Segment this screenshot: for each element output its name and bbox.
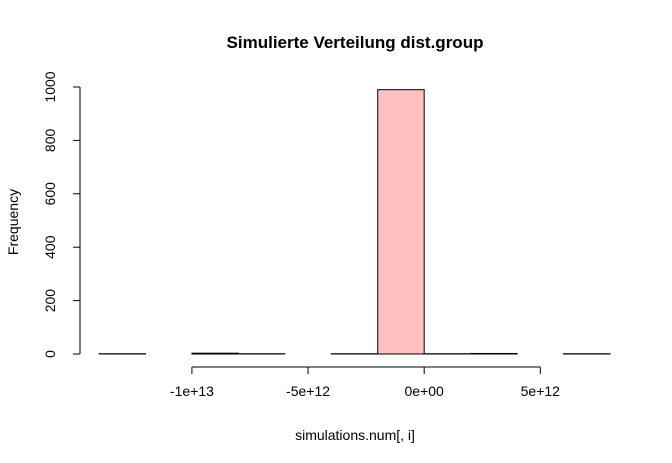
y-tick-label: 800: [42, 129, 58, 153]
x-tick-label: -5e+12: [286, 383, 330, 399]
y-tick-label: 600: [42, 182, 58, 206]
histogram-bar: [191, 352, 239, 355]
y-tick-label: 200: [42, 289, 58, 313]
x-tick-label: 0e+00: [405, 383, 445, 399]
x-axis-label: simulations.num[, i]: [295, 427, 415, 443]
chart-title: Simulierte Verteilung dist.group: [227, 33, 484, 52]
x-axis: -1e+13 -5e+12 0e+00 5e+12: [170, 366, 561, 399]
y-tick-label: 0: [42, 350, 58, 358]
y-axis-label: Frequency: [5, 189, 21, 255]
y-tick-label: 400: [42, 235, 58, 259]
y-axis: 0 200 400 600 800 1000: [42, 71, 81, 358]
bars-group: [98, 89, 611, 355]
histogram-bar: [470, 352, 518, 355]
x-tick-label: 5e+12: [521, 383, 561, 399]
histogram-bar: [377, 89, 425, 355]
y-tick-label: 1000: [42, 71, 58, 102]
x-tick-label: -1e+13: [170, 383, 214, 399]
